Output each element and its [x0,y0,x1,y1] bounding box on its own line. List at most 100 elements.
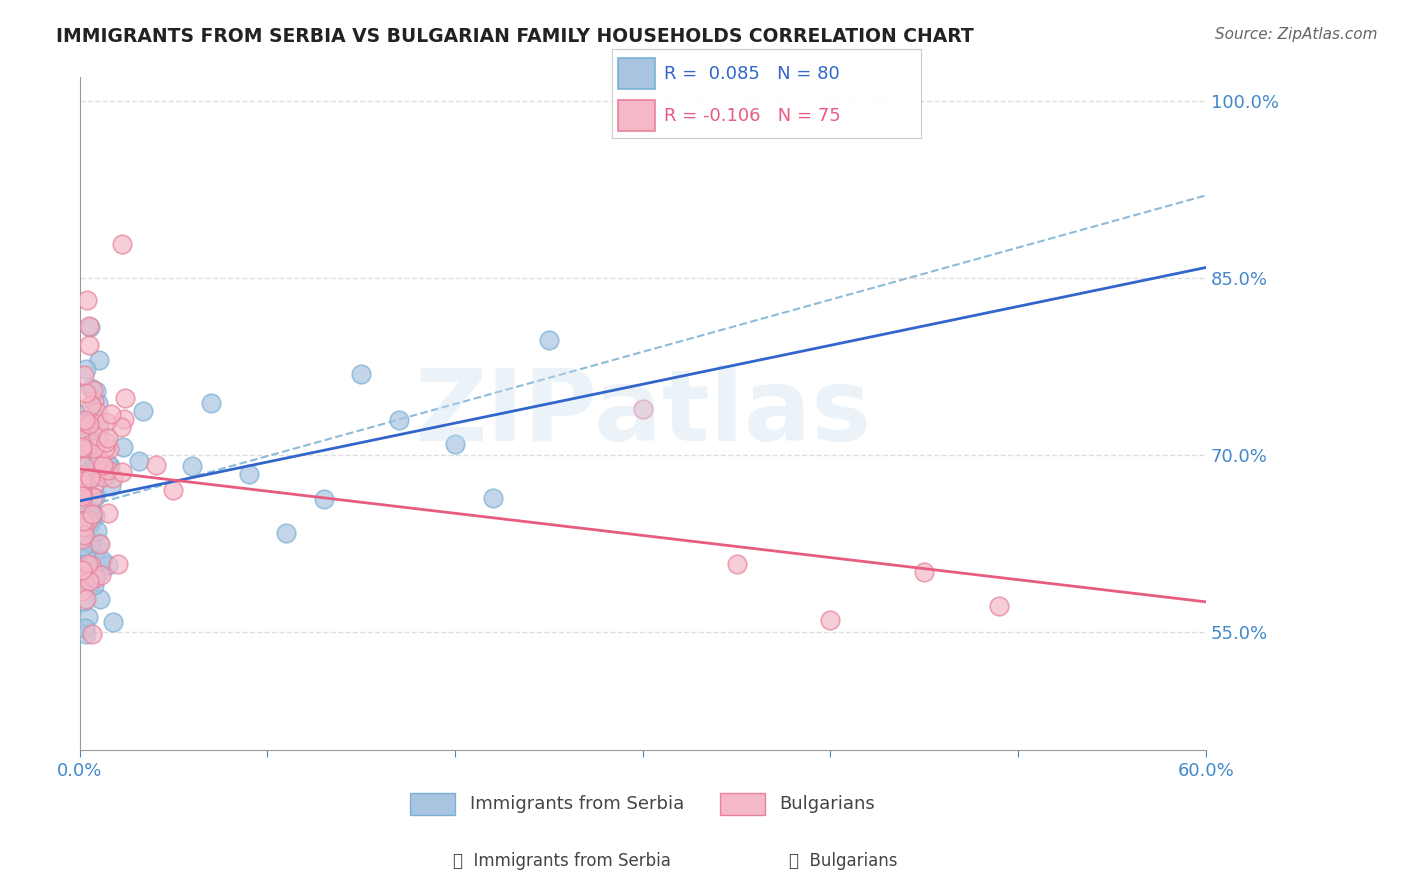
Point [90,552,112,566]
Point [94,469,117,483]
Text: Source: ZipAtlas.com: Source: ZipAtlas.com [1215,27,1378,42]
Point [86,405,108,419]
Point [70,563,93,577]
Point [162,483,184,497]
Point [70,474,93,488]
Point [70,480,93,494]
Point [100,479,122,493]
Point [79,471,101,485]
Text: ZIPatlas: ZIPatlas [415,365,872,462]
Point [72,534,94,549]
Text: R =  0.085   N = 80: R = 0.085 N = 80 [664,65,839,83]
Point [72,408,94,422]
Point [82,383,104,397]
Point [107,557,129,571]
Point [132,403,155,417]
Point [200,396,222,410]
Point [93,441,115,455]
Legend: Immigrants from Serbia, Bulgarians: Immigrants from Serbia, Bulgarians [404,785,883,822]
Point [70,495,93,509]
Point [80,381,103,395]
Point [80,507,103,521]
Point [79,320,101,334]
Point [89,420,111,434]
Point [75,514,97,528]
Point [101,471,124,485]
Point [73,520,96,534]
Point [83,567,105,582]
Point [76,560,98,574]
Point [70,424,93,438]
Point [110,419,132,434]
Point [87,352,110,367]
Point [70,433,93,447]
Point [103,615,125,630]
Point [77,515,100,529]
Point [86,524,108,538]
Point [73,593,96,607]
Point [97,431,120,445]
Point [75,362,97,376]
Point [89,535,111,549]
Point [97,506,120,520]
Point [77,447,100,461]
Point [73,486,96,500]
Point [76,415,98,429]
Point [70,532,93,546]
Point [79,558,101,573]
Point [77,559,100,574]
Point [145,458,167,472]
Point [91,463,114,477]
Point [83,490,105,504]
Text: ⬜  Immigrants from Serbia: ⬜ Immigrants from Serbia [454,852,671,870]
Point [79,440,101,454]
Point [82,627,104,641]
Point [93,469,115,483]
Point [77,464,100,478]
Point [481,491,503,505]
Point [87,566,110,580]
Point [77,574,100,589]
Point [72,539,94,553]
Point [86,456,108,470]
Point [79,516,101,531]
Point [70,511,93,525]
Bar [617,58,655,89]
Point [988,599,1011,614]
Point [73,572,96,586]
Point [73,459,96,474]
Point [70,487,93,501]
Point [112,411,135,425]
Point [70,584,93,599]
Point [83,441,105,455]
Text: IMMIGRANTS FROM SERBIA VS BULGARIAN FAMILY HOUSEHOLDS CORRELATION CHART: IMMIGRANTS FROM SERBIA VS BULGARIAN FAMI… [56,27,974,45]
Point [537,333,560,347]
Point [83,412,105,426]
Point [350,368,373,382]
Point [72,467,94,482]
Point [79,437,101,451]
Point [98,459,121,474]
Point [98,442,121,456]
Point [84,508,107,523]
Point [75,477,97,491]
Point [96,415,118,429]
Point [86,384,108,398]
Point [912,565,935,579]
Point [77,417,100,431]
Point [80,536,103,550]
Point [276,525,298,540]
Point [75,627,97,641]
Point [100,407,122,421]
Point [70,442,93,457]
Point [80,504,103,518]
Point [77,507,100,521]
Point [75,478,97,492]
Point [73,560,96,574]
Point [70,486,93,500]
Point [73,368,96,383]
Point [820,613,842,627]
Point [76,293,98,307]
Point [111,237,134,252]
Point [86,542,108,557]
